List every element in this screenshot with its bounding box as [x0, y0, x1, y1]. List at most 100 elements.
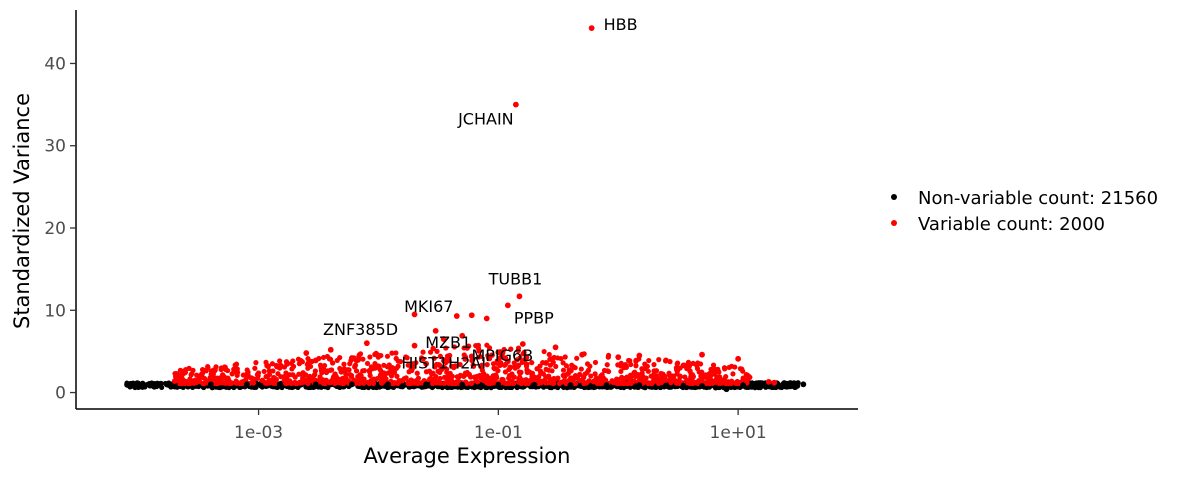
- band-point-variable: [484, 362, 490, 368]
- band-point-variable: [384, 353, 391, 359]
- band-point-variable: [605, 352, 612, 359]
- point-non-variable: [459, 381, 466, 388]
- band-point-variable: [234, 372, 240, 379]
- band-point-variable: [669, 373, 676, 379]
- point-variable: [519, 341, 526, 347]
- band-point-variable: [297, 380, 303, 386]
- band-point-variable: [427, 376, 433, 382]
- band-point-non-variable: [484, 384, 490, 391]
- point-non-variable: [348, 381, 355, 388]
- point-non-variable: [495, 381, 502, 388]
- band-point-variable: [231, 366, 237, 372]
- point-variable: [504, 302, 511, 309]
- band-point-variable: [301, 379, 307, 385]
- band-point-variable: [543, 366, 549, 372]
- point-variable: [735, 355, 742, 362]
- band-point-variable: [523, 361, 529, 367]
- band-point-variable: [515, 364, 521, 370]
- point-variable: [765, 378, 772, 385]
- band-point-variable: [347, 361, 353, 367]
- band-point-variable: [674, 361, 680, 367]
- band-point-variable: [736, 379, 742, 386]
- band-point-variable: [321, 362, 328, 369]
- band-point-non-variable: [254, 381, 261, 387]
- band-point-variable: [441, 374, 448, 380]
- point-non-variable: [723, 386, 730, 393]
- point-non-variable: [385, 381, 391, 388]
- band-point-variable: [537, 379, 543, 385]
- band-point-variable: [463, 354, 469, 360]
- band-point-variable: [501, 346, 507, 353]
- band-point-variable: [361, 380, 367, 386]
- point-variable: [440, 336, 447, 342]
- point-non-variable: [680, 382, 687, 389]
- band-point-variable: [592, 359, 599, 366]
- legend-marker-non-variable: [891, 194, 897, 200]
- band-point-non-variable: [581, 384, 587, 391]
- band-point-variable: [384, 364, 390, 370]
- band-point-variable: [265, 373, 271, 379]
- band-point-variable: [645, 380, 651, 386]
- band-point-variable: [436, 362, 443, 368]
- band-point-variable: [571, 375, 578, 381]
- band-point-variable: [443, 359, 449, 366]
- band-point-variable: [283, 375, 290, 381]
- band-point-variable: [478, 375, 484, 381]
- band-point-variable: [682, 374, 688, 380]
- band-point-variable: [290, 358, 296, 364]
- band-point-variable: [547, 356, 553, 362]
- band-point-variable: [715, 380, 721, 387]
- point-non-variable: [531, 381, 538, 388]
- band-point-variable: [390, 365, 397, 372]
- band-point-variable: [578, 366, 584, 372]
- band-point-variable: [385, 370, 391, 376]
- band-point-variable: [574, 355, 580, 361]
- band-point-variable: [696, 369, 702, 375]
- band-point-variable: [395, 363, 401, 369]
- band-point-variable: [365, 379, 371, 385]
- band-point-variable: [336, 379, 342, 385]
- band-point-variable: [563, 363, 570, 369]
- band-point-variable: [405, 380, 411, 387]
- band-point-variable: [486, 356, 493, 362]
- band-point-non-variable: [237, 384, 243, 390]
- band-point-non-variable: [139, 384, 145, 390]
- band-point-variable: [253, 360, 259, 366]
- legend-label-variable: Variable count: 2000: [918, 214, 1105, 235]
- gene-labels-layer: HBB JCHAIN TUBB1 PPBP MKI67 ZNF385D MZB1 HIST1H…: [323, 15, 638, 373]
- band-point-variable: [560, 367, 567, 373]
- band-point-variable: [696, 378, 702, 384]
- band-point-variable: [519, 359, 525, 365]
- band-point-variable: [259, 377, 265, 384]
- band-point-variable: [444, 369, 450, 375]
- band-point-variable: [431, 355, 437, 361]
- band-point-variable: [389, 350, 395, 356]
- band-point-variable: [583, 380, 589, 386]
- band-point-variable: [729, 363, 735, 369]
- point-non-variable: [124, 381, 130, 388]
- band-point-variable: [471, 374, 477, 380]
- band-point-variable: [572, 365, 578, 371]
- band-point-non-variable: [216, 384, 222, 391]
- gene-label: MZB1: [425, 333, 471, 352]
- point-variable: [663, 357, 669, 364]
- band-point-variable: [308, 378, 315, 384]
- band-point-variable: [721, 365, 728, 371]
- band-point-variable: [710, 362, 717, 368]
- band-point-variable: [451, 344, 458, 350]
- band-point-variable: [367, 354, 373, 360]
- band-point-variable: [587, 363, 593, 369]
- band-point-variable: [470, 362, 476, 368]
- band-point-variable: [330, 360, 336, 366]
- band-point-variable: [690, 360, 696, 367]
- band-point-variable: [292, 380, 298, 386]
- point-variable: [699, 351, 705, 358]
- band-point-variable: [399, 378, 406, 384]
- gene-label: HIST1H2AI: [401, 354, 486, 373]
- y-tick-label: 10: [44, 301, 66, 321]
- band-point-variable: [437, 375, 443, 382]
- band-point-variable: [397, 358, 404, 365]
- band-point-variable: [639, 370, 645, 376]
- band-point-variable: [652, 375, 658, 382]
